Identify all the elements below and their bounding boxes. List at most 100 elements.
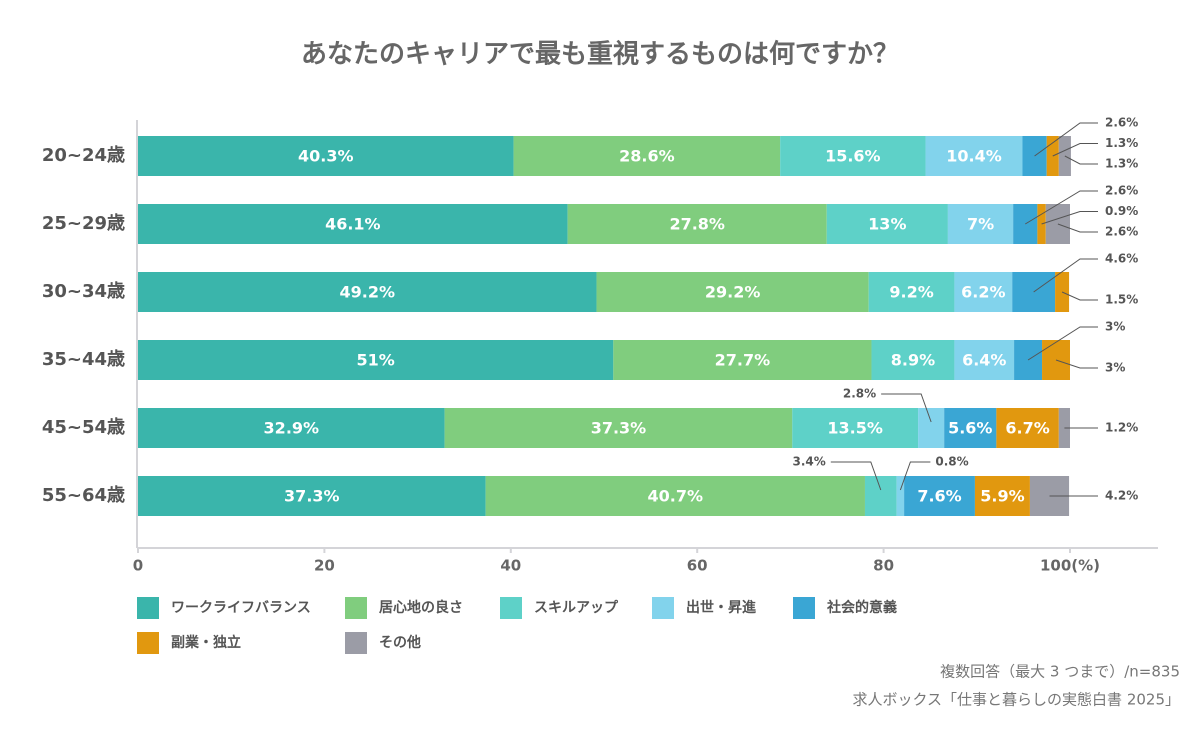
- bar-segment: [513, 136, 781, 176]
- bar-segment: [444, 408, 793, 448]
- value-label: 1.3%: [1105, 136, 1138, 150]
- bar-segment: [864, 476, 897, 516]
- legend-label: スキルアップ: [534, 600, 619, 616]
- value-label: 7.6%: [917, 487, 961, 506]
- bar-segment: [868, 272, 955, 312]
- legend-swatch: [793, 597, 815, 619]
- x-tick-label: 100(%): [1040, 557, 1100, 575]
- value-label: 6.2%: [961, 283, 1005, 302]
- value-label: 1.5%: [1105, 293, 1138, 307]
- value-label: 4.6%: [1105, 252, 1138, 266]
- bar-segment: [613, 340, 872, 380]
- value-label: 3%: [1105, 320, 1125, 334]
- value-label: 32.9%: [264, 419, 320, 438]
- x-tick-label: 0: [133, 557, 143, 575]
- value-label: 15.6%: [825, 147, 881, 166]
- value-label: 2.6%: [1105, 116, 1138, 130]
- bar-segment: [780, 136, 926, 176]
- value-label: 2.6%: [1105, 184, 1138, 198]
- value-label: 9.2%: [889, 283, 933, 302]
- y-tick-label: 35~44歳: [42, 349, 125, 370]
- y-tick-label: 45~54歳: [42, 417, 125, 438]
- leader-line: [1034, 122, 1098, 157]
- bar-segment: [596, 272, 869, 312]
- note: 求人ボックス「仕事と暮らしの実態白書 2025」: [853, 691, 1181, 709]
- value-label: 0.9%: [1105, 204, 1138, 218]
- value-label: 2.8%: [843, 387, 876, 401]
- y-tick-label: 25~29歳: [42, 213, 125, 234]
- leader-line: [899, 461, 931, 491]
- y-tick-label: 20~24歳: [42, 145, 125, 166]
- value-label: 5.6%: [948, 419, 992, 438]
- bar-segment: [138, 136, 514, 176]
- value-label: 10.4%: [946, 147, 1002, 166]
- leader-line: [1064, 155, 1098, 165]
- value-label: 0.8%: [935, 455, 968, 469]
- y-tick-label: 30~34歳: [42, 281, 125, 302]
- value-label: 37.3%: [591, 419, 647, 438]
- bar-segment: [918, 408, 945, 448]
- legend-label: 副業・独立: [171, 634, 241, 651]
- legend-swatch: [345, 632, 367, 654]
- legend-label: ワークライフバランス: [171, 600, 311, 616]
- bar-segment: [947, 204, 1014, 244]
- bar-segment: [138, 272, 597, 312]
- value-label: 40.7%: [648, 487, 704, 506]
- value-label: 49.2%: [340, 283, 396, 302]
- bar-segment: [567, 204, 827, 244]
- leader-line: [1027, 326, 1098, 361]
- leader-line: [881, 393, 932, 423]
- leader-line: [1061, 291, 1098, 301]
- bar-segment: [925, 136, 1023, 176]
- legend-label: その他: [379, 634, 421, 651]
- legend-swatch: [137, 597, 159, 619]
- value-label: 29.2%: [705, 283, 761, 302]
- note: 複数回答（最大 3 つまで）/n=835: [940, 663, 1180, 681]
- value-label: 37.3%: [284, 487, 340, 506]
- leader-line: [1057, 223, 1098, 233]
- bar-segment: [792, 408, 919, 448]
- bar-segment: [485, 476, 865, 516]
- legend-label: 出世・昇進: [686, 599, 756, 616]
- bar-segment: [954, 340, 1015, 380]
- bar-segment: [944, 408, 997, 448]
- x-tick-label: 80: [873, 557, 894, 575]
- bar-segment: [138, 408, 445, 448]
- value-label: 13%: [868, 215, 906, 234]
- value-label: 27.8%: [669, 215, 725, 234]
- leader-line: [1052, 143, 1098, 157]
- legend-swatch: [652, 597, 674, 619]
- leader-line: [1041, 211, 1098, 225]
- legend-swatch: [345, 597, 367, 619]
- bar-segment: [904, 476, 975, 516]
- bar-segment: [138, 340, 614, 380]
- legend-label: 社会的意義: [826, 599, 897, 616]
- bar-segment: [996, 408, 1059, 448]
- bar-segment: [138, 204, 568, 244]
- value-label: 6.4%: [962, 351, 1006, 370]
- value-label: 6.7%: [1005, 419, 1049, 438]
- leader-line: [830, 461, 882, 491]
- value-label: 27.7%: [715, 351, 771, 370]
- value-label: 40.3%: [298, 147, 354, 166]
- bar-segment: [974, 476, 1030, 516]
- value-label: 1.2%: [1105, 421, 1138, 435]
- value-label: 2.6%: [1105, 225, 1138, 239]
- value-label: 13.5%: [827, 419, 883, 438]
- value-label: 51%: [357, 351, 395, 370]
- x-tick-label: 40: [500, 557, 521, 575]
- value-label: 8.9%: [891, 351, 935, 370]
- bar-segment: [826, 204, 948, 244]
- value-label: 4.2%: [1105, 489, 1138, 503]
- value-label: 3%: [1105, 361, 1125, 375]
- value-label: 7%: [967, 215, 994, 234]
- bar-segment: [138, 476, 486, 516]
- x-tick-label: 20: [314, 557, 335, 575]
- leader-line: [1033, 258, 1098, 293]
- value-label: 3.4%: [793, 455, 826, 469]
- value-label: 5.9%: [980, 487, 1024, 506]
- leader-line: [1025, 190, 1098, 225]
- leader-line: [1055, 359, 1098, 369]
- y-tick-label: 55~64歳: [42, 485, 125, 506]
